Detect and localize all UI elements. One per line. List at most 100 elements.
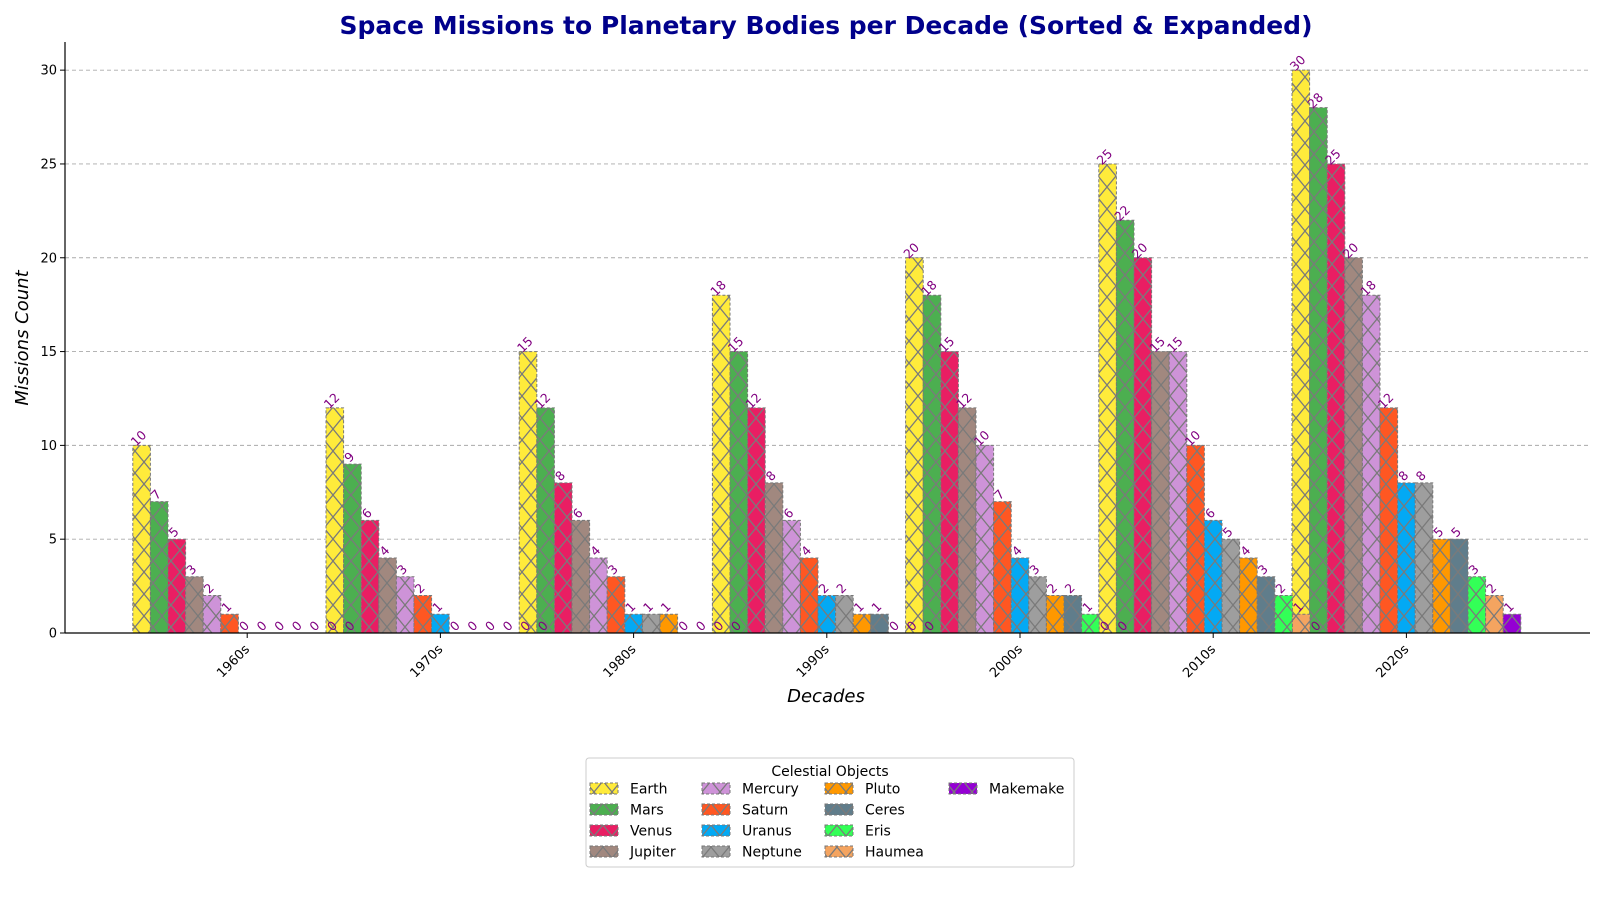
bar-hatch <box>132 444 151 634</box>
legend-swatch-hatch <box>701 824 731 837</box>
data-label: 0 <box>500 618 516 634</box>
bar-hatch <box>1221 538 1241 634</box>
data-label: 0 <box>254 618 270 634</box>
legend-entry-eris: Eris <box>865 824 891 840</box>
legend-swatch-hatch <box>589 803 619 816</box>
y-tick-label: 25 <box>40 157 57 172</box>
bar-hatch <box>413 594 433 634</box>
data-label: 0 <box>271 618 287 634</box>
legend-swatch-hatch <box>589 824 619 837</box>
data-label: 1 <box>658 599 674 615</box>
bar-hatch <box>747 407 766 634</box>
data-label: 1 <box>868 599 884 615</box>
data-label: 0 <box>693 618 709 634</box>
bar-hatch <box>1168 351 1188 634</box>
bar-hatch <box>729 351 749 634</box>
y-tick-label: 10 <box>40 439 57 454</box>
legend-entry-mercury: Mercury <box>742 782 799 798</box>
bar-hatch <box>1344 257 1363 634</box>
bar-hatch <box>553 482 573 634</box>
bar-hatch <box>343 463 362 634</box>
bar-hatch <box>149 501 169 634</box>
bar-hatch <box>641 613 661 634</box>
bar-hatch <box>764 482 784 634</box>
bar-hatch <box>1397 482 1416 634</box>
legend-entry-mars: Mars <box>630 803 664 819</box>
bar-hatch <box>1502 613 1522 634</box>
bar-hatch <box>589 557 608 634</box>
legend-swatch-hatch <box>701 782 731 795</box>
bar-hatch <box>1239 557 1258 634</box>
bar-hatch <box>1291 69 1311 634</box>
legend-entry-venus: Venus <box>630 824 672 840</box>
x-axis-label: Decades <box>787 686 865 707</box>
bar-hatch <box>536 407 555 634</box>
bar-hatch <box>518 351 538 634</box>
legend-swatch-hatch <box>701 845 731 858</box>
bar-hatch <box>571 519 591 634</box>
y-tick-label: 5 <box>49 533 57 548</box>
x-tick-label: 1980s <box>601 642 640 681</box>
bar-hatch <box>624 613 643 634</box>
bar-hatch <box>1098 163 1117 634</box>
legend-entry-pluto: Pluto <box>865 782 900 798</box>
y-tick-label: 20 <box>40 251 57 266</box>
bar-hatch <box>835 594 854 634</box>
x-tick-label: 2000s <box>987 642 1026 681</box>
bar-hatch <box>1309 107 1328 634</box>
bar-hatch <box>817 594 837 634</box>
legend-entry-saturn: Saturn <box>742 803 788 819</box>
legend-swatch-hatch <box>701 803 731 816</box>
bar-hatch <box>852 613 872 634</box>
legend-swatch-hatch <box>589 782 619 795</box>
bar-hatch <box>1485 594 1504 634</box>
bar-hatch <box>993 501 1012 634</box>
legend-entry-ceres: Ceres <box>865 803 905 819</box>
data-label: 0 <box>464 618 480 634</box>
bar-hatch <box>1379 407 1399 634</box>
legend-swatch-hatch <box>824 782 854 795</box>
chart-title: Space Missions to Planetary Bodies per D… <box>339 11 1312 40</box>
data-label: 0 <box>306 618 322 634</box>
bar-hatch <box>1133 257 1153 634</box>
legend-title: Celestial Objects <box>771 764 888 780</box>
bar-hatch <box>975 444 995 634</box>
bar-hatch <box>1414 482 1434 634</box>
legend-entry-uranus: Uranus <box>742 824 792 840</box>
bar-hatch <box>905 257 924 634</box>
legend-swatch-hatch <box>824 845 854 858</box>
bar-hatch <box>1274 594 1293 634</box>
x-tick-label: 2020s <box>1373 642 1412 681</box>
data-label: 0 <box>482 618 498 634</box>
bar-hatch <box>1010 557 1030 634</box>
legend-entry-earth: Earth <box>630 782 668 798</box>
x-tick-label: 1970s <box>407 642 446 681</box>
bar-hatch <box>1449 538 1469 634</box>
legend-entry-neptune: Neptune <box>742 845 802 861</box>
bar-hatch <box>1186 444 1205 634</box>
bar-hatch <box>1432 538 1451 634</box>
bar-hatch <box>1063 594 1083 634</box>
bar-hatch <box>202 594 222 634</box>
x-tick-label: 1990s <box>794 642 833 681</box>
legend: Celestial Objects Earth Mars Venus Jupiter Me… <box>585 757 1075 868</box>
bar-hatch <box>1361 294 1381 634</box>
data-label: 0 <box>289 618 305 634</box>
y-tick-label: 15 <box>40 345 57 360</box>
legend-entry-makemake: Makemake <box>989 782 1064 798</box>
bar-hatch <box>1115 219 1135 634</box>
x-tick-label: 1960s <box>214 642 253 681</box>
legend-swatch-hatch <box>589 845 619 858</box>
bar-hatch <box>360 519 380 634</box>
data-label: 8 <box>1413 468 1429 484</box>
legend-swatch-hatch <box>824 824 854 837</box>
legend-swatch-hatch <box>824 803 854 816</box>
y-axis-label: Missions Count <box>12 269 33 405</box>
bar-hatch <box>1151 351 1170 634</box>
bar-hatch <box>782 519 801 634</box>
y-tick-label: 0 <box>49 627 57 642</box>
bar-hatch <box>940 351 959 634</box>
data-label: 5 <box>1448 524 1464 540</box>
